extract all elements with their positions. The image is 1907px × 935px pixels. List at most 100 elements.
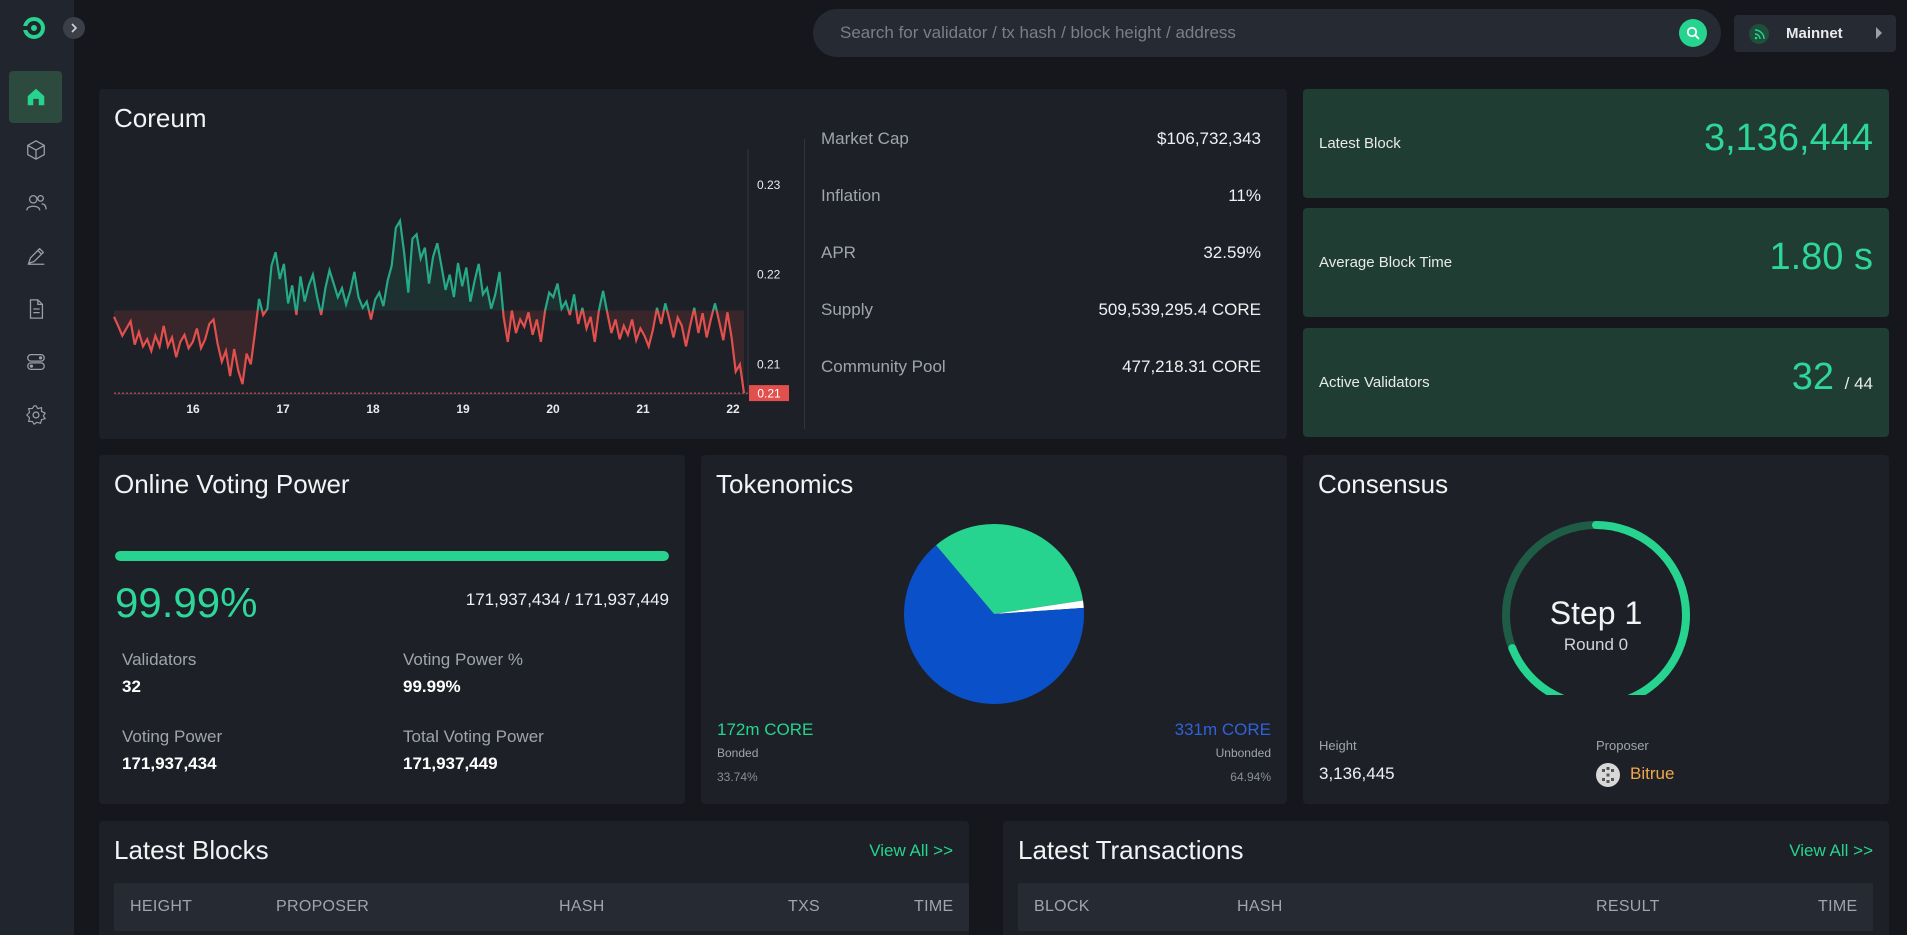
unbonded-amount: 331m CORE (1174, 720, 1271, 739)
users-icon (25, 195, 47, 211)
coreum-title: Coreum (114, 103, 207, 133)
coreum-logo-icon[interactable] (22, 16, 46, 40)
network-selector[interactable]: Mainnet (1734, 15, 1896, 52)
latest-transactions-title: Latest Transactions (1018, 835, 1244, 865)
latest-blocks-view-all-link[interactable]: View All >> (869, 841, 953, 860)
stat-row: Inflation 11% (821, 182, 1261, 212)
pie-slice-unbonded[interactable] (904, 545, 1085, 705)
sidebar-item-transactions[interactable] (9, 283, 62, 335)
stat-row: Market Cap $106,732,343 (821, 125, 1261, 155)
unbonded-label: Unbonded (1215, 746, 1271, 760)
latest-transactions-view-all-link[interactable]: View All >> (1789, 841, 1873, 860)
stats-divider (804, 139, 805, 429)
search-button[interactable] (1679, 19, 1707, 47)
column-header-time: TIME (914, 898, 954, 915)
sidebar-item-params[interactable] (9, 336, 62, 388)
column-header-hash: HASH (559, 898, 605, 915)
proposer-avatar (1596, 763, 1620, 787)
pen-icon (27, 247, 44, 265)
latest-block-card: Latest Block 3,136,444 (1303, 89, 1889, 198)
search-bar (813, 9, 1721, 57)
stat-value: 11% (1228, 186, 1261, 205)
sidebar-item-home[interactable] (9, 71, 62, 123)
x-tick-label: 19 (456, 402, 470, 416)
voting-power-pct-label: Voting Power % (403, 650, 524, 669)
voting-power-card: Online Voting Power 99.99% 171,937,434 /… (99, 455, 685, 804)
height-value: 3,136,445 (1319, 764, 1395, 783)
home-icon (27, 88, 44, 106)
stat-label: Market Cap (821, 129, 909, 148)
current-price-label: 0.21 (757, 387, 781, 401)
y-tick-label: 0.22 (757, 268, 781, 282)
consensus-round: Round 0 (1563, 635, 1629, 654)
sidebar-item-blocks[interactable] (9, 124, 62, 176)
avg-block-time-card: Average Block Time 1.80 s (1303, 208, 1889, 317)
pie-slice-bonded[interactable] (936, 524, 1083, 614)
unbonded-percent: 64.94% (1230, 770, 1271, 784)
column-header-txs: TXS (788, 898, 821, 915)
consensus-card: Consensus Step 1 Round 0 Height 3,136,44… (1303, 455, 1889, 804)
network-icon (1749, 24, 1769, 44)
tokenomics-card: Tokenomics 172m CORE Bonded 33.74% 331m … (701, 455, 1287, 804)
x-tick-label: 17 (276, 402, 290, 416)
chart-area-up (114, 220, 744, 311)
validators-label: Validators (122, 650, 197, 669)
validators-value: 32 (122, 677, 141, 696)
sidebar-item-validators[interactable] (9, 177, 62, 229)
bonded-label: Bonded (717, 746, 759, 760)
sidebar-expand-button[interactable] (63, 17, 85, 39)
bonded-amount: 172m CORE (717, 720, 814, 739)
stat-value: 509,539,295.4 CORE (1098, 300, 1261, 319)
sidebar-item-settings[interactable] (9, 389, 62, 441)
price-chart[interactable]: 0.21 0.23 0.22 0.21 16 17 18 19 20 21 22 (99, 89, 799, 439)
caret-right-icon (1876, 27, 1882, 39)
chart-line-down (112, 310, 746, 394)
latest-block-value: 3,136,444 (1703, 117, 1873, 159)
tokenomics-pie-chart[interactable] (701, 455, 1287, 715)
latest-blocks-card: Latest Blocks View All >> HEIGHT PROPOSE… (99, 821, 969, 935)
latest-blocks-table-header: HEIGHT PROPOSER HASH TXS TIME (114, 883, 969, 931)
voting-power-progress (115, 551, 669, 561)
stat-label: Inflation (821, 186, 881, 205)
latest-transactions-table-header: BLOCK HASH RESULT TIME (1018, 883, 1873, 931)
stat-label: Community Pool (821, 357, 946, 376)
x-tick-label: 18 (366, 402, 380, 416)
voting-power-amount-label: Voting Power (122, 727, 223, 746)
document-icon (29, 299, 43, 319)
voting-power-amount-value: 171,937,434 (122, 754, 217, 773)
network-label: Mainnet (1786, 25, 1843, 42)
latest-transactions-card: Latest Transactions View All >> BLOCK HA… (1003, 821, 1889, 935)
search-icon (1686, 26, 1700, 40)
stat-row: APR 32.59% (821, 239, 1261, 269)
sidebar (0, 0, 85, 935)
pie-slice-other[interactable] (994, 600, 1084, 615)
voting-power-progress-fill (115, 551, 669, 561)
column-header-height: HEIGHT (130, 898, 193, 915)
voting-power-title: Online Voting Power (114, 469, 350, 499)
consensus-progress-ring (1502, 521, 1690, 695)
stat-row: Supply 509,539,295.4 CORE (821, 296, 1261, 326)
voting-power-ratio: 171,937,434 / 171,937,449 (465, 590, 669, 609)
x-tick-label: 20 (546, 402, 560, 416)
consensus-step: Step 1 (1549, 595, 1643, 631)
stat-value: 32.59% (1203, 243, 1261, 262)
column-header-time: TIME (1818, 898, 1858, 915)
total-voting-power-value: 171,937,449 (403, 754, 498, 773)
rss-icon (1754, 28, 1765, 39)
active-validators-label: Active Validators (1319, 374, 1430, 391)
search-input[interactable] (840, 9, 1640, 57)
sidebar-item-governance[interactable] (9, 230, 62, 282)
latest-blocks-title: Latest Blocks (114, 835, 269, 865)
stat-row: Community Pool 477,218.31 CORE (821, 353, 1261, 383)
proposer-name[interactable]: Bitrue (1630, 764, 1675, 783)
chart-line-up (256, 217, 718, 311)
active-validators-value: 32 / 44 (1792, 356, 1873, 399)
y-tick-label: 0.21 (757, 357, 781, 371)
active-validators-card: Active Validators 32 / 44 (1303, 328, 1889, 437)
column-header-proposer: PROPOSER (276, 898, 370, 915)
latest-block-label: Latest Block (1319, 135, 1401, 152)
tokenomics-title: Tokenomics (716, 469, 854, 499)
proposer-label: Proposer (1596, 738, 1649, 753)
cube-icon (26, 140, 45, 160)
chevron-right-icon (71, 23, 78, 33)
